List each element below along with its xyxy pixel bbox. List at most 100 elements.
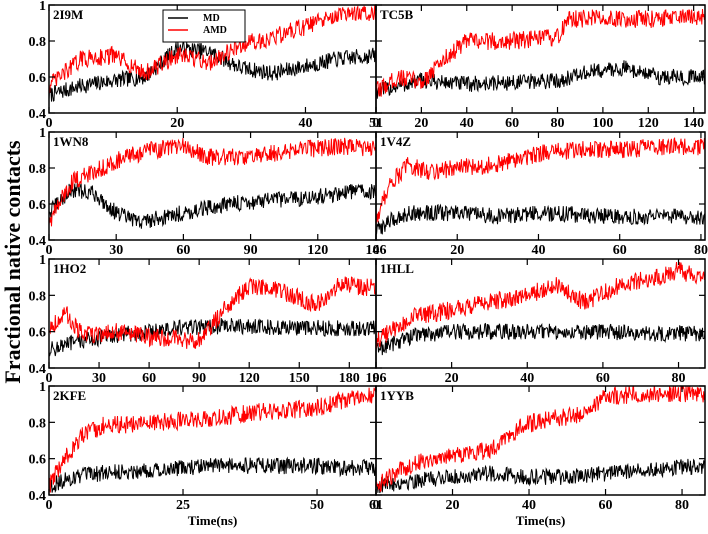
panel-1yyb: 0 20 40 60 80 1YYB Time(ns) [373, 385, 706, 528]
series-line-amd [376, 261, 705, 348]
y-tick-label: 1 [39, 126, 46, 141]
y-axis-title: Fractional native contacts [0, 140, 25, 384]
panel-title: TC5B [380, 7, 414, 22]
x-tick-label: 20 [446, 498, 460, 513]
x-tick-label: 40 [520, 371, 534, 386]
panel-tc5b: 0 20 40 60 80 100 120 140 TC5B [373, 4, 706, 131]
panel-frame [375, 258, 706, 369]
x-tick-label: 40 [522, 498, 536, 513]
panel-title: 1V4Z [380, 134, 411, 149]
x-tick-label: 60 [505, 116, 519, 131]
x-tick-label: 20 [414, 116, 428, 131]
y-tick-label: 1 [39, 0, 46, 14]
x-tick-label: 140 [683, 116, 704, 131]
panel-frame [375, 131, 706, 241]
series-line-md [376, 322, 705, 356]
y-tick-label: 1 [39, 380, 46, 395]
x-tick-label: 40 [298, 116, 312, 131]
panel-frame [48, 258, 377, 369]
y-tick-label: 0.6 [29, 453, 47, 468]
series-line-md [49, 41, 376, 102]
x-tick-label: 20 [170, 116, 184, 131]
panel-title: 1HLL [380, 261, 414, 276]
x-tick-label: 20 [450, 243, 464, 258]
x-tick-label: 60 [142, 371, 156, 386]
y-tick-label: 1 [39, 253, 46, 268]
series-line-amd [49, 5, 376, 93]
series-line-md [376, 203, 705, 235]
y-tick-label: 0.6 [29, 71, 47, 86]
x-tick-label: 146 [366, 243, 387, 258]
x-tick-label: 51 [369, 116, 383, 131]
x-tick-label: 90 [192, 371, 206, 386]
x-tick-label: 0 [46, 498, 53, 513]
x-tick-label: 60 [596, 371, 610, 386]
panel-frame [375, 4, 706, 114]
x-tick-label: 60 [176, 243, 190, 258]
x-tick-label: 0 [373, 116, 380, 131]
legend-label-md: MD [203, 13, 220, 24]
panel-title: 1HO2 [53, 261, 86, 276]
series-line-amd [376, 8, 705, 97]
series-line-md [376, 458, 705, 494]
x-tick-label: 20 [445, 371, 459, 386]
x-tick-label: 40 [531, 243, 545, 258]
x-tick-label: 0 [373, 498, 380, 513]
x-tick-label: 196 [366, 371, 387, 386]
x-tick-label: 60 [613, 243, 627, 258]
y-tick-label: 0.4 [29, 234, 47, 249]
panel-title: 2I9M [53, 7, 83, 22]
x-tick-label: 30 [109, 243, 123, 258]
x-tick-label: 120 [638, 116, 659, 131]
y-tick-label: 0.8 [29, 416, 47, 431]
x-tick-label: 0 [46, 116, 53, 131]
legend-box [162, 9, 246, 43]
x-tick-label: 50 [310, 498, 324, 513]
y-tick-label: 0.4 [29, 489, 47, 504]
panel-1v4z: 0 20 40 60 80 1V4Z [373, 131, 708, 258]
y-tick-label: 0.6 [29, 198, 47, 213]
panel-1hll: 0 20 40 60 80 1HLL [373, 258, 706, 386]
series-line-amd [376, 137, 705, 225]
x-tick-label: 180 [339, 371, 360, 386]
x-tick-label: 90 [244, 243, 258, 258]
panel-title: 1WN8 [53, 134, 89, 149]
panel-1wn8: 0 30 60 90 120 146 0.4 0.6 0.8 1 1WN8 [29, 126, 387, 258]
x-tick-label: 80 [672, 371, 686, 386]
x-tick-label: 40 [460, 116, 474, 131]
legend-label-amd: AMD [203, 25, 227, 36]
panel-title: 1YYB [380, 388, 414, 403]
x-tick-label: 100 [592, 116, 613, 131]
x-tick-label: 150 [289, 371, 310, 386]
x-tick-label: 80 [551, 116, 565, 131]
x-tick-label: 0 [373, 371, 380, 386]
series-line-amd [49, 387, 376, 493]
x-tick-label: 30 [92, 371, 106, 386]
y-tick-label: 0.6 [29, 326, 47, 341]
series-line-md [49, 182, 376, 229]
y-tick-label: 0.4 [29, 362, 47, 377]
y-tick-label: 0.8 [29, 289, 47, 304]
x-tick-label: 25 [176, 498, 190, 513]
y-tick-label: 0.8 [29, 35, 47, 50]
panel-2kfe: 0 25 50 61 0.4 0.6 0.8 1 2KFE Time(ns) [29, 380, 384, 528]
series-line-md [49, 456, 376, 493]
y-tick-label: 0.8 [29, 162, 47, 177]
x-tick-label: 0 [373, 243, 380, 258]
x-axis-title: Time(ns) [516, 513, 566, 528]
series-line-amd [49, 276, 376, 349]
panel-title: 2KFE [53, 388, 86, 403]
x-tick-label: 80 [675, 498, 689, 513]
series-line-amd [49, 137, 376, 227]
y-tick-label: 0.4 [29, 107, 47, 122]
x-tick-label: 80 [694, 243, 708, 258]
x-axis-title: Time(ns) [188, 513, 238, 528]
x-tick-label: 120 [239, 371, 260, 386]
x-tick-label: 120 [307, 243, 328, 258]
x-tick-label: 0 [46, 243, 53, 258]
x-tick-label: 60 [599, 498, 613, 513]
series-line-md [376, 60, 705, 99]
